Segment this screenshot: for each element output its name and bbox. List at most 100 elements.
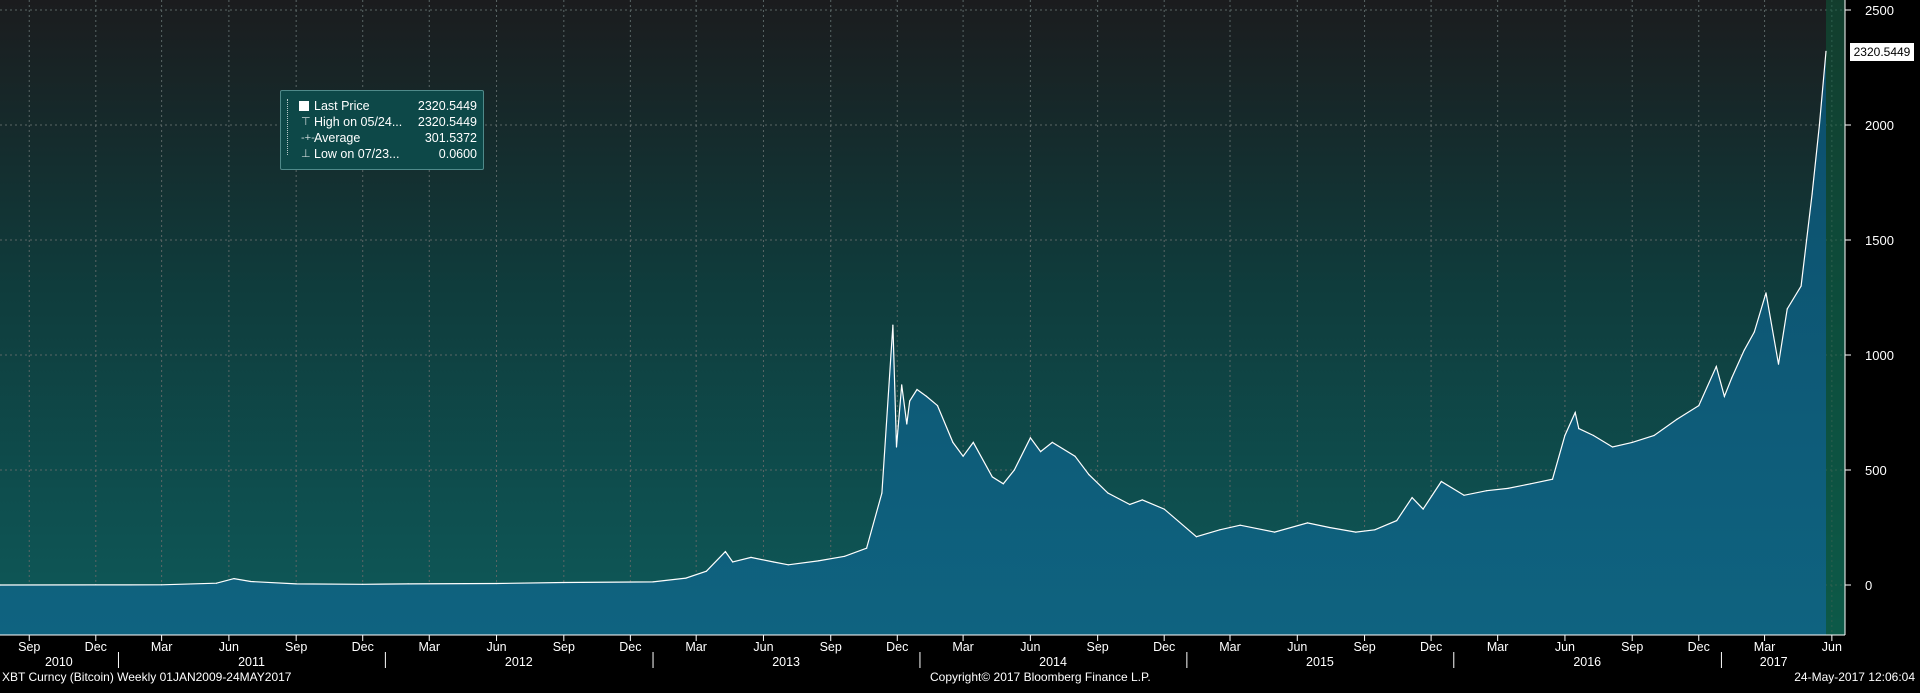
data-point [161, 584, 163, 586]
x-tick-label: Sep [1621, 640, 1643, 654]
data-point [295, 583, 297, 585]
data-point [1486, 490, 1488, 492]
x-axis-background [0, 635, 1920, 688]
data-point [1507, 487, 1509, 489]
legend-value: 301.5372 [424, 131, 477, 145]
data-point [925, 395, 928, 397]
data-point [1440, 480, 1442, 483]
x-tick-label: Jun [1287, 640, 1307, 654]
data-point [1239, 524, 1241, 526]
data-point [750, 556, 752, 559]
data-point [1811, 193, 1813, 195]
x-year-label: 2010 [45, 655, 73, 669]
data-point [1129, 503, 1131, 506]
data-point [1396, 520, 1398, 522]
data-point [0, 584, 1, 586]
legend-row-last-price: Last Price 2320.5449 [281, 98, 483, 114]
x-year-label: 2012 [505, 655, 533, 669]
data-point [705, 570, 708, 572]
high-marker-icon: ⊤ [301, 116, 311, 128]
data-point [250, 580, 252, 583]
data-point [844, 555, 846, 557]
x-tick-label: Sep [820, 640, 842, 654]
data-point [1530, 483, 1532, 485]
data-point [1163, 508, 1165, 510]
x-tick-label: Jun [1555, 640, 1575, 654]
data-point [1551, 478, 1554, 480]
y-tick-label: 1500 [1865, 233, 1894, 248]
legend-row-low: ⊥ Low on 07/23... 0.0600 [281, 146, 483, 162]
x-tick-label: Jun [486, 640, 506, 654]
low-marker-icon: ⊥ [301, 148, 311, 160]
data-point [1611, 446, 1614, 448]
data-point [1698, 405, 1700, 407]
data-point [773, 561, 775, 563]
data-point [1753, 331, 1755, 333]
x-year-label: 2011 [238, 655, 265, 669]
data-point [1578, 428, 1580, 430]
data-point [1088, 474, 1090, 476]
y-tick-label: 0 [1865, 578, 1872, 593]
data-point [1564, 434, 1566, 437]
data-point [1219, 529, 1221, 531]
data-point [563, 581, 565, 584]
data-point [1051, 441, 1053, 443]
y-tick-label: 2000 [1865, 118, 1894, 133]
area-layer [0, 51, 1826, 636]
x-year-label: 2015 [1306, 655, 1334, 669]
data-point [991, 476, 993, 478]
x-tick-label: Dec [1153, 640, 1175, 654]
footer-security-info: XBT Curncy (Bitcoin) Weekly 01JAN2009-24… [2, 670, 292, 684]
data-point [1029, 437, 1031, 439]
data-point [215, 582, 218, 584]
x-tick-label: Jun [753, 640, 773, 654]
x-tick-label: Sep [553, 640, 575, 654]
legend-value: 2320.5449 [417, 115, 477, 129]
data-point [1306, 522, 1309, 524]
data-point [901, 384, 903, 386]
x-tick-label: Dec [1688, 640, 1710, 654]
data-point [866, 547, 868, 549]
data-point [1328, 526, 1331, 529]
data-point [909, 400, 911, 402]
data-point [936, 405, 939, 407]
data-point [962, 455, 964, 457]
data-point [892, 324, 894, 326]
legend-tree-connector [287, 99, 294, 155]
x-tick-label: Sep [1353, 640, 1375, 654]
legend-label: Average [314, 131, 361, 145]
data-point [732, 561, 734, 563]
y-tick-label: 500 [1865, 463, 1887, 478]
data-point [817, 560, 819, 562]
legend-value: 0.0600 [438, 147, 477, 161]
data-point [952, 441, 954, 443]
data-point [1676, 418, 1678, 420]
data-point [1411, 497, 1413, 499]
legend-label: Low on 07/23... [314, 147, 400, 161]
legend-row-average: -+- Average 301.5372 [281, 130, 483, 146]
x-tick-label: Mar [685, 640, 707, 654]
data-point [1743, 349, 1745, 351]
y-tick-label: 1000 [1865, 348, 1894, 363]
x-year-label: 2016 [1573, 655, 1601, 669]
data-point [787, 564, 789, 566]
price-area [0, 51, 1826, 636]
data-point [1074, 455, 1076, 457]
data-point [362, 583, 364, 585]
x-tick-label: Jun [1020, 640, 1040, 654]
x-tick-label: Jun [219, 640, 239, 654]
x-tick-label: Dec [1420, 640, 1442, 654]
data-point [495, 582, 498, 585]
data-point [1141, 499, 1143, 501]
x-tick-label: Dec [85, 640, 107, 654]
footer-timestamp: 24-May-2017 12:06:04 [1794, 670, 1915, 684]
x-tick-label: Mar [952, 640, 974, 654]
data-point [1800, 285, 1802, 287]
last-week-highlight [1826, 0, 1845, 635]
y-tick-label: 2500 [1865, 3, 1894, 18]
legend-label: High on 05/24... [314, 115, 403, 129]
x-tick-label: Dec [352, 640, 374, 654]
data-point [972, 441, 974, 443]
